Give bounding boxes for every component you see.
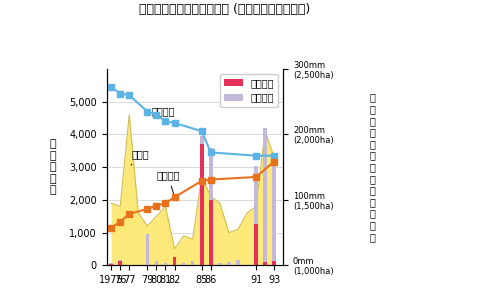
Bar xyxy=(218,263,222,265)
Bar xyxy=(145,234,149,265)
Legend: 床上浸水, 床下浸水: 床上浸水, 床下浸水 xyxy=(220,74,278,106)
Bar xyxy=(109,264,113,265)
Bar xyxy=(264,128,267,265)
Y-axis label: 降
水
量
（
水
田
及
び
宅
地
面
積
）: 降 水 量 （ 水 田 及 び 宅 地 面 積 ） xyxy=(369,92,375,242)
Bar xyxy=(119,260,122,265)
Text: 降水量: 降水量 xyxy=(131,149,150,165)
Y-axis label: 浸
水
家
屋
数: 浸 水 家 屋 数 xyxy=(49,139,56,195)
Bar xyxy=(173,257,176,265)
Bar xyxy=(200,144,203,265)
Bar xyxy=(254,166,258,265)
Bar xyxy=(254,224,258,265)
Bar xyxy=(163,263,167,265)
Text: 宅地面積: 宅地面積 xyxy=(157,171,180,195)
Bar xyxy=(264,262,267,265)
Text: 水田面積と洪水被害の推移 (埼玉県越谷市の事例): 水田面積と洪水被害の推移 (埼玉県越谷市の事例) xyxy=(139,3,310,16)
Bar xyxy=(155,261,158,265)
Bar xyxy=(119,261,122,265)
Bar xyxy=(182,263,185,265)
Bar xyxy=(209,148,213,265)
Bar xyxy=(227,262,231,265)
Bar xyxy=(191,261,194,265)
Bar xyxy=(209,200,213,265)
Bar xyxy=(272,166,276,265)
Bar xyxy=(109,263,113,265)
Bar xyxy=(236,260,240,265)
Bar xyxy=(272,261,276,265)
Bar xyxy=(173,264,176,265)
Text: 水田面積: 水田面積 xyxy=(152,106,175,123)
Bar xyxy=(200,136,203,265)
